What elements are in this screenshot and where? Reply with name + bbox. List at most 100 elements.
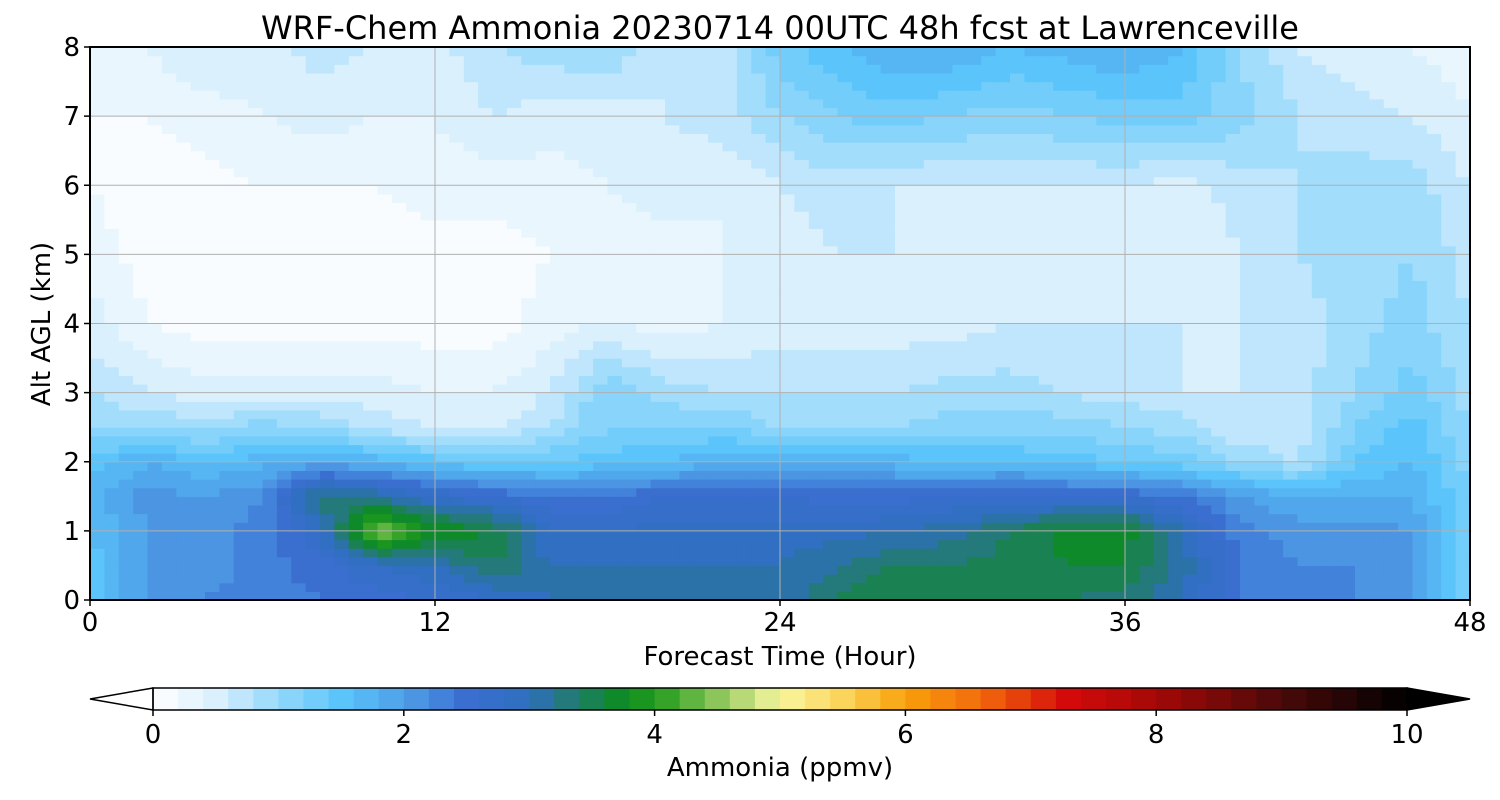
heatmap-cell <box>1398 409 1414 420</box>
heatmap-cell <box>377 228 393 238</box>
heatmap-cell <box>1110 167 1126 178</box>
heatmap-cell <box>320 574 335 584</box>
heatmap-cell <box>636 219 652 230</box>
heatmap-cell <box>650 591 666 600</box>
heatmap-cell <box>981 487 997 497</box>
heatmap-cell <box>1355 496 1370 506</box>
heatmap-cell <box>679 193 695 204</box>
heatmap-cell <box>1153 522 1169 532</box>
heatmap-cell <box>1326 288 1342 299</box>
heatmap-cell <box>377 513 393 523</box>
heatmap-cell <box>995 496 1011 506</box>
heatmap-cell <box>334 496 350 506</box>
heatmap-cell <box>665 392 680 402</box>
heatmap-cell <box>1283 349 1299 359</box>
heatmap-cell <box>1196 263 1212 273</box>
heatmap-cell <box>1211 479 1227 489</box>
heatmap-cell <box>276 237 292 247</box>
heatmap-cell <box>248 548 264 558</box>
heatmap-cell <box>923 263 939 273</box>
heatmap-cell <box>823 479 839 489</box>
heatmap-cell <box>621 427 637 437</box>
heatmap-cell <box>305 340 321 351</box>
heatmap-cell <box>363 427 379 437</box>
heatmap-cell <box>535 193 551 204</box>
heatmap-cell <box>665 176 680 186</box>
heatmap-cell <box>1369 306 1385 316</box>
heatmap-cell <box>823 288 839 299</box>
heatmap-cell <box>506 288 522 299</box>
heatmap-cell <box>506 245 522 255</box>
heatmap-cell <box>1196 271 1212 281</box>
heatmap-cell <box>1024 211 1040 221</box>
heatmap-cell <box>621 271 637 281</box>
heatmap-cell <box>1168 539 1184 549</box>
heatmap-cell <box>248 522 264 532</box>
heatmap-cell <box>938 245 954 255</box>
heatmap-cell <box>1139 211 1155 221</box>
heatmap-cell <box>305 427 321 437</box>
heatmap-cell <box>1283 453 1299 463</box>
heatmap-cell <box>1053 479 1069 489</box>
heatmap-cell <box>1081 479 1097 489</box>
heatmap-cell <box>161 504 177 515</box>
heatmap-cell <box>1168 176 1184 186</box>
heatmap-cell <box>1455 548 1470 558</box>
heatmap-cell <box>650 176 666 186</box>
heatmap-cell <box>478 159 494 169</box>
heatmap-cell <box>693 383 709 394</box>
heatmap-cell <box>1340 358 1356 368</box>
heatmap-cell <box>837 340 853 351</box>
heatmap-cell <box>1398 288 1414 299</box>
heatmap-cell <box>895 582 910 592</box>
heatmap-cell <box>161 219 177 230</box>
heatmap-cell <box>665 340 680 351</box>
heatmap-cell <box>995 280 1011 290</box>
heatmap-cell <box>1369 418 1385 428</box>
heatmap-cell <box>1139 358 1155 368</box>
heatmap-cell <box>1355 323 1370 333</box>
heatmap-cell <box>348 366 364 376</box>
heatmap-cell <box>952 470 968 480</box>
heatmap-cell <box>1254 245 1270 255</box>
heatmap-cell <box>1297 340 1313 351</box>
heatmap-cell <box>1153 211 1169 221</box>
heatmap-cell <box>780 582 795 592</box>
heatmap-cell <box>233 496 249 506</box>
heatmap-cell <box>1240 358 1255 368</box>
heatmap-cell <box>334 418 350 428</box>
heatmap-cell <box>205 349 220 359</box>
heatmap-cell <box>1153 332 1169 342</box>
heatmap-cell <box>248 461 264 471</box>
heatmap-cell <box>923 574 939 584</box>
heatmap-cell <box>1441 496 1457 506</box>
heatmap-cell <box>938 487 954 497</box>
heatmap-cell <box>1081 409 1097 420</box>
heatmap-cell <box>1283 496 1299 506</box>
heatmap-cell <box>406 582 422 592</box>
heatmap-cell <box>880 444 896 454</box>
heatmap-cell <box>391 358 407 368</box>
heatmap-cell <box>1110 444 1126 454</box>
heatmap-cell <box>1225 470 1241 480</box>
heatmap-cell <box>90 479 105 489</box>
heatmap-cell <box>895 548 910 558</box>
heatmap-cell <box>550 574 565 584</box>
heatmap-cell <box>1412 522 1428 532</box>
heatmap-cell <box>506 237 522 247</box>
heatmap-cell <box>1254 582 1270 592</box>
heatmap-cell <box>133 513 149 523</box>
heatmap-cell <box>693 167 709 178</box>
heatmap-cell <box>1067 288 1083 299</box>
heatmap-cell <box>578 366 594 376</box>
heatmap-cell <box>492 193 508 204</box>
heatmap-cell <box>981 314 997 325</box>
heatmap-cell <box>765 280 781 290</box>
heatmap-cell <box>463 556 479 567</box>
heatmap-cell <box>851 487 867 497</box>
heatmap-cell <box>1225 366 1241 376</box>
heatmap-cell <box>780 435 795 446</box>
heatmap-cell <box>607 375 623 385</box>
heatmap-cell <box>262 418 278 428</box>
heatmap-cell <box>1326 358 1342 368</box>
